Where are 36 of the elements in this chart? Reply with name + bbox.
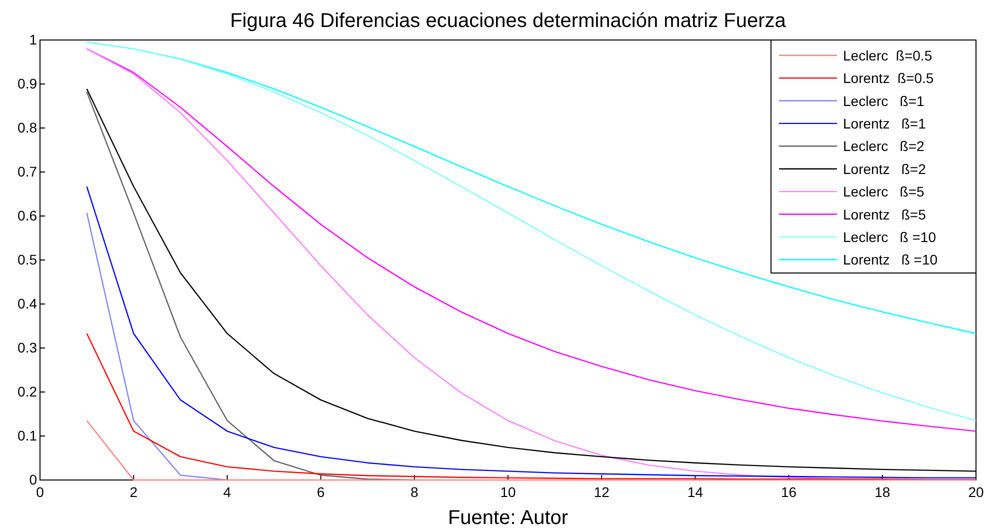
x-tick-label: 6 [316,484,325,500]
y-tick-label: 0 [29,471,38,488]
y-tick-label: 0.6 [18,207,38,224]
x-tick-label: 18 [874,484,890,500]
source-note: Fuente: Autor [448,507,568,528]
x-tick-label: 10 [500,484,516,500]
x-tick-label: 8 [410,484,418,500]
x-tick-label: 2 [130,484,138,500]
legend-label: Lorentz ß =10 [843,252,938,268]
y-tick-label: 0.3 [18,339,38,356]
legend-label: Lorentz ß=5 [843,206,926,222]
line-series [86,212,228,481]
x-tick-label: 4 [223,484,232,500]
x-tick-label: 14 [687,484,704,500]
y-tick-label: 0.7 [18,163,38,180]
x-tick-label: 20 [968,484,984,500]
legend-label: Leclerc ß=0.5 [843,47,932,64]
y-tick-label: 0.5 [18,251,38,268]
y-tick-label: 1 [29,31,38,48]
legend-label: Leclerc ß =10 [843,228,936,245]
legend-label: Leclerc ß=5 [843,184,925,200]
legend-label: Lorentz ß=2 [843,160,926,177]
y-tick-label: 0.2 [18,383,38,400]
legend-label: Leclerc ß=1 [843,92,925,109]
y-tick-label: 0.4 [18,295,38,312]
y-tick-label: 0.9 [18,75,38,92]
x-tick-label: 12 [594,484,610,500]
line-series [86,332,977,480]
line-series [86,186,977,478]
x-tick-label: 16 [781,484,797,500]
legend-label: Lorentz ß=1 [843,115,926,132]
legend-label: Leclerc ß=2 [843,138,925,154]
y-tick-label: 0.8 [18,119,38,136]
y-tick-label: 0.1 [18,427,38,444]
chart-title: Figura 46 Diferencias ecuaciones determinación matriz Fuerza [230,10,787,32]
legend-label: Lorentz ß=0.5 [843,70,934,86]
